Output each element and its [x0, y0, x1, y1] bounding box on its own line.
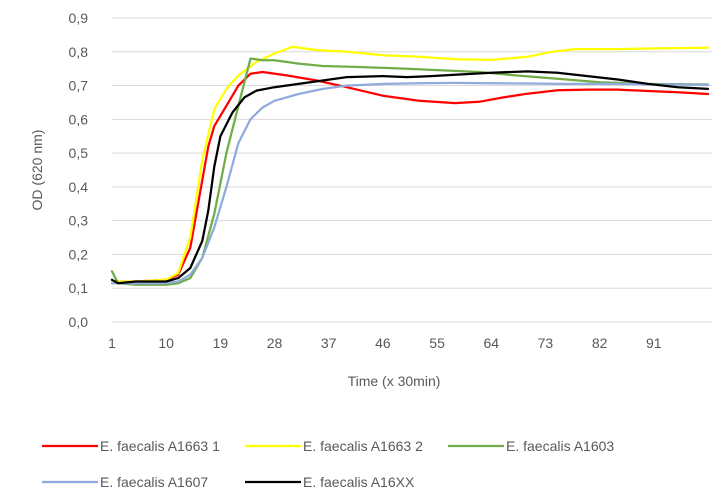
legend-label: E. faecalis A1663 1: [100, 438, 220, 454]
y-tick-label: 0,7: [69, 78, 89, 94]
y-tick-label: 0,6: [69, 111, 89, 127]
y-axis-label: OD (620 nm): [29, 130, 45, 211]
y-tick-label: 0,4: [69, 179, 89, 195]
x-tick-label: 82: [592, 335, 608, 351]
y-tick-label: 0,3: [69, 213, 89, 229]
y-tick-label: 0,9: [69, 10, 89, 26]
x-tick-label: 19: [213, 335, 229, 351]
y-tick-label: 0,2: [69, 246, 89, 262]
series-line-1: [110, 70, 710, 283]
y-tick-label: 0,0: [69, 314, 89, 330]
y-tick-label: 0,8: [69, 44, 89, 60]
y-tick-label: 0,1: [69, 280, 89, 296]
x-tick-label: 46: [375, 335, 391, 351]
x-tick-label: 37: [321, 335, 337, 351]
y-axis-ticks: 0,0 0,1 0,2 0,3 0,4 0,5 0,6 0,7 0,8 0,9: [69, 10, 89, 330]
x-tick-label: 91: [646, 335, 662, 351]
gridlines: [112, 17, 712, 323]
series-line-3: [110, 57, 710, 286]
x-axis-ticks: 1 10 19 28 37 46 55 64 73 82 91: [108, 335, 662, 351]
x-tick-label: 1: [108, 335, 116, 351]
legend-label: E. faecalis A16XX: [303, 474, 415, 490]
x-tick-label: 28: [267, 335, 283, 351]
x-axis-label: Time (x 30min): [348, 373, 441, 389]
series-line-5: [110, 70, 710, 285]
x-tick-label: 10: [158, 335, 174, 351]
legend-label: E. faecalis A1607: [100, 474, 208, 490]
legend-label: E. faecalis A1603: [506, 438, 614, 454]
legend: E. faecalis A1663 1 E. faecalis A1663 2 E.…: [42, 438, 614, 490]
series-line-4: [110, 81, 710, 285]
x-tick-label: 73: [538, 335, 554, 351]
legend-label: E. faecalis A1663 2: [303, 438, 423, 454]
x-tick-label: 64: [483, 335, 499, 351]
series-line-2: [110, 45, 710, 283]
y-tick-label: 0,5: [69, 145, 89, 161]
x-tick-label: 55: [429, 335, 445, 351]
series-lines: [110, 45, 710, 286]
